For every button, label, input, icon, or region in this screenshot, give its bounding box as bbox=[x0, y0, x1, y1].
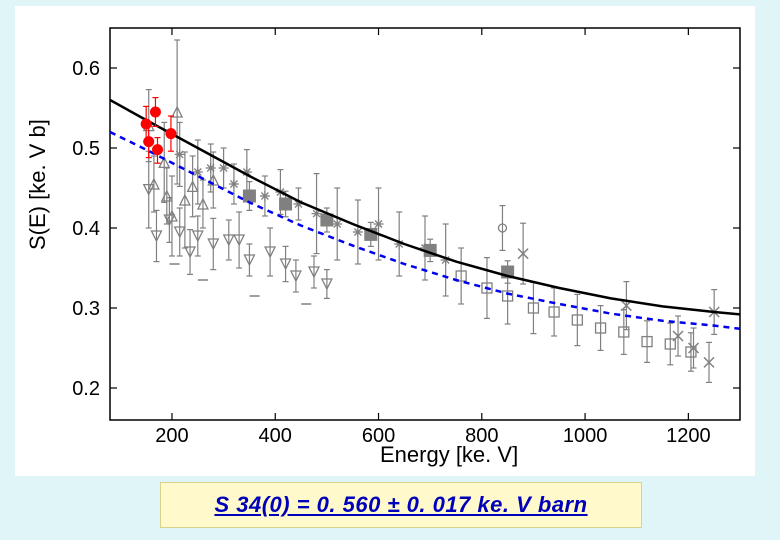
svg-text:0.5: 0.5 bbox=[72, 138, 100, 160]
svg-text:0.6: 0.6 bbox=[72, 58, 100, 80]
caption-text: S 34(0) = 0. 560 ± 0. 017 ke. V barn bbox=[214, 492, 587, 518]
svg-text:200: 200 bbox=[155, 425, 188, 447]
svg-text:0.4: 0.4 bbox=[72, 218, 100, 240]
svg-text:400: 400 bbox=[259, 425, 292, 447]
figure-container: 200400600800100012000.20.30.40.50.6 S(E)… bbox=[0, 0, 780, 540]
svg-text:0.2: 0.2 bbox=[72, 378, 100, 400]
x-axis-label: Energy [ke. V] bbox=[380, 442, 518, 468]
svg-text:0.3: 0.3 bbox=[72, 298, 100, 320]
caption-box: S 34(0) = 0. 560 ± 0. 017 ke. V barn bbox=[160, 482, 642, 528]
svg-text:1200: 1200 bbox=[666, 425, 711, 447]
svg-text:1000: 1000 bbox=[563, 425, 608, 447]
y-axis-label: S(E) [ke. V b] bbox=[25, 119, 51, 250]
chart-svg: 200400600800100012000.20.30.40.50.6 bbox=[0, 0, 780, 480]
